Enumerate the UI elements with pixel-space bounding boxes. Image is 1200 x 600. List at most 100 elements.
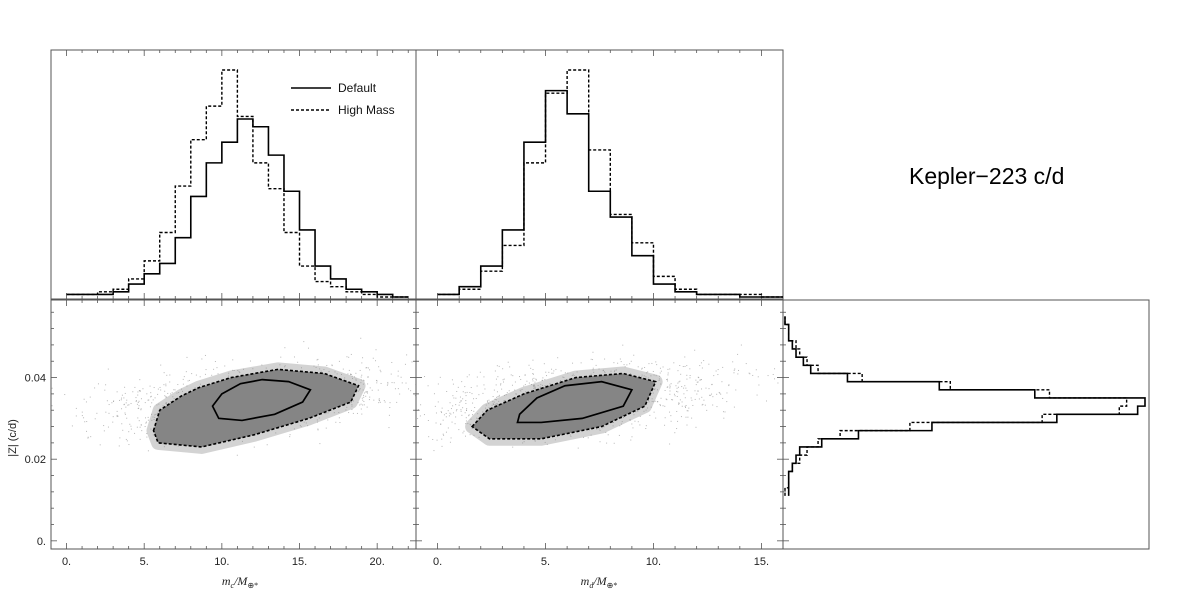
scatter-point — [534, 440, 536, 442]
scatter-point — [241, 440, 243, 442]
scatter-point — [670, 420, 672, 422]
scatter-point — [391, 428, 392, 429]
scatter-point — [375, 379, 377, 381]
scatter-point — [165, 401, 167, 403]
scatter-point — [307, 347, 309, 349]
scatter-point — [496, 391, 498, 393]
scatter-point — [395, 436, 396, 437]
scatter-point — [712, 404, 714, 406]
scatter-point — [681, 405, 683, 407]
scatter-point — [462, 407, 464, 409]
scatter-point — [132, 391, 134, 393]
scatter-point — [686, 374, 688, 376]
scatter-point — [163, 446, 165, 448]
scatter-point — [154, 421, 156, 423]
scatter-point — [613, 362, 615, 364]
scatter-point — [165, 403, 167, 405]
scatter-point — [358, 389, 360, 391]
scatter-point — [629, 419, 631, 421]
scatter-point — [618, 434, 620, 436]
scatter-point — [697, 390, 699, 392]
scatter-point — [361, 397, 363, 399]
scatter-point — [205, 369, 207, 371]
scatter-point — [128, 444, 130, 446]
scatter-point — [443, 434, 445, 436]
scatter-point — [378, 366, 380, 368]
scatter-point — [352, 412, 354, 414]
scatter-point — [154, 414, 156, 416]
scatter-point — [51, 405, 53, 407]
scatter-point — [617, 362, 619, 364]
scatter-point — [545, 371, 547, 373]
scatter-point — [113, 400, 115, 402]
scatter-point — [103, 430, 105, 432]
scatter-point — [745, 363, 747, 365]
scatter-point — [629, 363, 631, 365]
scatter-point — [631, 436, 633, 438]
scatter-point — [621, 423, 623, 425]
scatter-point — [532, 373, 534, 375]
scatter-point — [711, 393, 713, 395]
scatter-point — [623, 417, 625, 419]
scatter-point — [350, 401, 352, 403]
scatter-point — [708, 363, 710, 365]
scatter-point — [112, 416, 114, 418]
scatter-point — [815, 382, 816, 383]
scatter-point — [580, 362, 582, 364]
scatter-point — [716, 393, 718, 395]
scatter-point — [375, 360, 377, 362]
scatter-point — [689, 368, 691, 370]
scatter-point — [367, 376, 369, 378]
scatter-point — [380, 371, 382, 373]
scatter-point — [604, 358, 606, 360]
scatter-point — [439, 376, 441, 378]
scatter-point — [483, 384, 485, 386]
scatter-point — [658, 379, 660, 381]
scatter-point — [319, 443, 321, 445]
scatter-point — [156, 412, 158, 414]
scatter-point — [669, 384, 671, 386]
scatter-point — [462, 369, 463, 370]
scatter-point — [387, 383, 389, 385]
scatter-point — [533, 385, 535, 387]
scatter-point — [317, 421, 319, 423]
scatter-point — [379, 400, 381, 402]
scatter-point — [549, 383, 551, 385]
scatter-point — [105, 384, 107, 386]
scatter-point — [734, 368, 736, 370]
scatter-point — [103, 425, 105, 427]
legend-default-label: Default — [338, 81, 377, 95]
scatter-point — [488, 399, 490, 401]
scatter-point — [695, 426, 697, 428]
scatter-point — [126, 417, 128, 419]
scatter-point — [137, 394, 139, 396]
scatter-point — [685, 416, 687, 418]
scatter-point — [496, 396, 498, 398]
scatter-point — [634, 420, 636, 422]
scatter-point — [699, 379, 701, 381]
scatter-point — [441, 445, 443, 447]
scatter-point — [465, 400, 467, 402]
scatter-point — [671, 399, 673, 401]
scatter-point — [388, 414, 390, 416]
scatter-point — [497, 376, 499, 378]
scatter-point — [653, 411, 655, 413]
scatter-point — [367, 399, 368, 400]
scatter-point — [87, 437, 89, 439]
scatter-point — [511, 384, 513, 386]
scatter-point — [564, 379, 566, 381]
scatter-point — [726, 401, 728, 403]
x-tick-label: 15. — [292, 556, 307, 568]
scatter-point — [305, 422, 307, 424]
scatter-point — [75, 407, 77, 409]
scatter-point — [194, 387, 196, 389]
scatter-point — [378, 399, 380, 401]
scatter-point — [405, 382, 407, 384]
scatter-point — [534, 387, 536, 389]
scatter-point — [150, 392, 152, 394]
scatter-point — [418, 409, 420, 411]
scatter-point — [424, 376, 426, 378]
scatter-point — [740, 344, 742, 346]
scatter-point — [800, 362, 801, 363]
scatter-point — [502, 379, 504, 381]
